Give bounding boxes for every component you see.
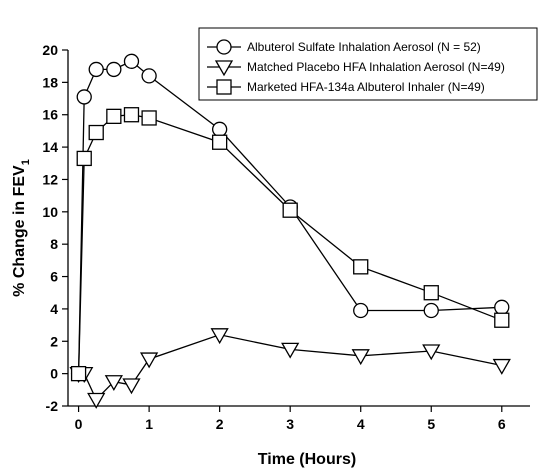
data-point <box>211 134 228 150</box>
data-point <box>494 299 510 315</box>
data-point <box>123 53 140 69</box>
data-point <box>353 302 369 319</box>
data-point <box>492 358 511 375</box>
data-point <box>422 344 441 361</box>
data-point <box>106 61 122 78</box>
legend-marker <box>214 60 234 77</box>
y-axis-title-subscript: 1 <box>20 159 32 165</box>
data-point <box>423 285 439 301</box>
y-tick-label: 16 <box>42 107 58 123</box>
legend-box <box>198 27 538 101</box>
y-tick-label: 8 <box>50 236 58 252</box>
legend-label: Albuterol Sulfate Inhalation Aerosol (N … <box>247 40 481 54</box>
y-tick-label: 18 <box>42 74 58 90</box>
data-point <box>141 110 157 126</box>
data-point <box>282 202 298 218</box>
data-point <box>70 365 87 382</box>
data-point <box>88 124 104 141</box>
y-axis-title-main: % Change in FEV <box>11 165 28 297</box>
legend: Albuterol Sulfate Inhalation Aerosol (N … <box>198 27 538 101</box>
y-tick-label: -2 <box>46 398 59 414</box>
data-point <box>210 328 229 345</box>
legend-label: Marketed HFA-134a Albuterol Inhaler (N=4… <box>247 80 485 94</box>
y-tick-label: 0 <box>50 366 58 382</box>
legend-label: Matched Placebo HFA Inhalation Aerosol (… <box>247 60 505 74</box>
legend-entry-3: Marketed HFA-134a Albuterol Inhaler (N=4… <box>207 79 485 95</box>
data-point <box>353 259 369 275</box>
data-point <box>76 150 92 167</box>
legend-marker <box>216 39 232 55</box>
x-tick-label: 2 <box>216 416 224 432</box>
y-tick-label: 14 <box>42 139 58 155</box>
data-point <box>122 378 141 395</box>
y-tick-label: 12 <box>42 171 58 187</box>
series-line <box>77 114 503 374</box>
data-point <box>141 68 157 84</box>
series-layer <box>69 53 511 409</box>
data-point <box>104 375 123 392</box>
data-point <box>281 342 300 359</box>
legend-marker <box>216 79 232 95</box>
legend-entry-2: Matched Placebo HFA Inhalation Aerosol (… <box>207 60 505 77</box>
y-tick-label: 10 <box>42 204 58 220</box>
data-point <box>123 107 140 123</box>
data-point <box>211 121 228 137</box>
y-tick-label: 6 <box>50 269 58 285</box>
x-tick-label: 3 <box>286 416 294 432</box>
series-3 <box>70 107 510 382</box>
legend-entry-1: Albuterol Sulfate Inhalation Aerosol (N … <box>207 39 481 55</box>
data-point <box>106 108 122 124</box>
x-axis-title: Time (Hours) <box>258 451 356 468</box>
x-tick-label: 5 <box>427 416 435 432</box>
data-point <box>351 349 370 366</box>
data-point <box>87 392 106 409</box>
data-point <box>139 352 159 369</box>
data-point <box>76 89 92 105</box>
y-tick-label: 2 <box>50 333 58 349</box>
data-point <box>423 302 439 319</box>
y-tick-label: 4 <box>50 301 58 317</box>
y-axis-title: % Change in FEV1 <box>11 159 32 297</box>
x-tick-label: 1 <box>145 416 153 432</box>
data-point <box>88 61 104 78</box>
y-tick-label: 20 <box>42 42 58 58</box>
series-2 <box>69 328 511 409</box>
x-tick-label: 0 <box>75 416 83 432</box>
data-point <box>494 312 510 328</box>
x-tick-label: 6 <box>498 416 506 432</box>
x-tick-label: 4 <box>357 416 365 432</box>
